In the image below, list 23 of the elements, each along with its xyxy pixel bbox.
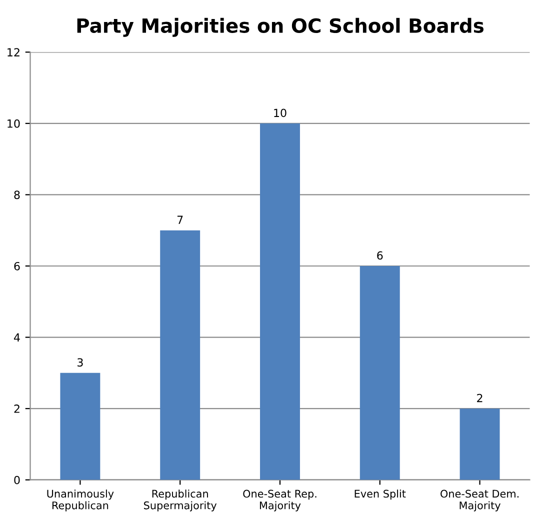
bar <box>60 372 100 480</box>
y-tick-label: 4 <box>14 333 20 342</box>
y-tick-label: 12 <box>8 48 20 56</box>
bar <box>260 123 300 480</box>
x-tick-label: One-Seat Dem. Majority <box>440 490 518 512</box>
chart-title: Party Majorities on OC School Boards <box>77 18 484 37</box>
data-label: 6 <box>377 251 383 260</box>
y-tick-label: 10 <box>8 119 20 128</box>
x-tick-label: Unanimously Republican <box>47 490 114 512</box>
y-tick-label: 8 <box>14 190 20 200</box>
data-label: 7 <box>177 216 183 224</box>
y-tick-label: 0 <box>14 476 20 484</box>
bar <box>360 266 400 480</box>
bar <box>460 408 500 480</box>
bar <box>160 230 200 480</box>
x-tick-label: Republican Supermajority <box>144 490 217 512</box>
x-tick-label: One-Seat Rep. Majority <box>243 490 316 512</box>
y-tick-label: 6 <box>14 262 20 270</box>
data-label: 3 <box>78 358 83 367</box>
data-label: 10 <box>274 108 286 118</box>
y-tick-label: 2 <box>14 404 20 413</box>
x-tick-label: Even Split <box>354 490 406 500</box>
data-label: 2 <box>477 394 482 402</box>
